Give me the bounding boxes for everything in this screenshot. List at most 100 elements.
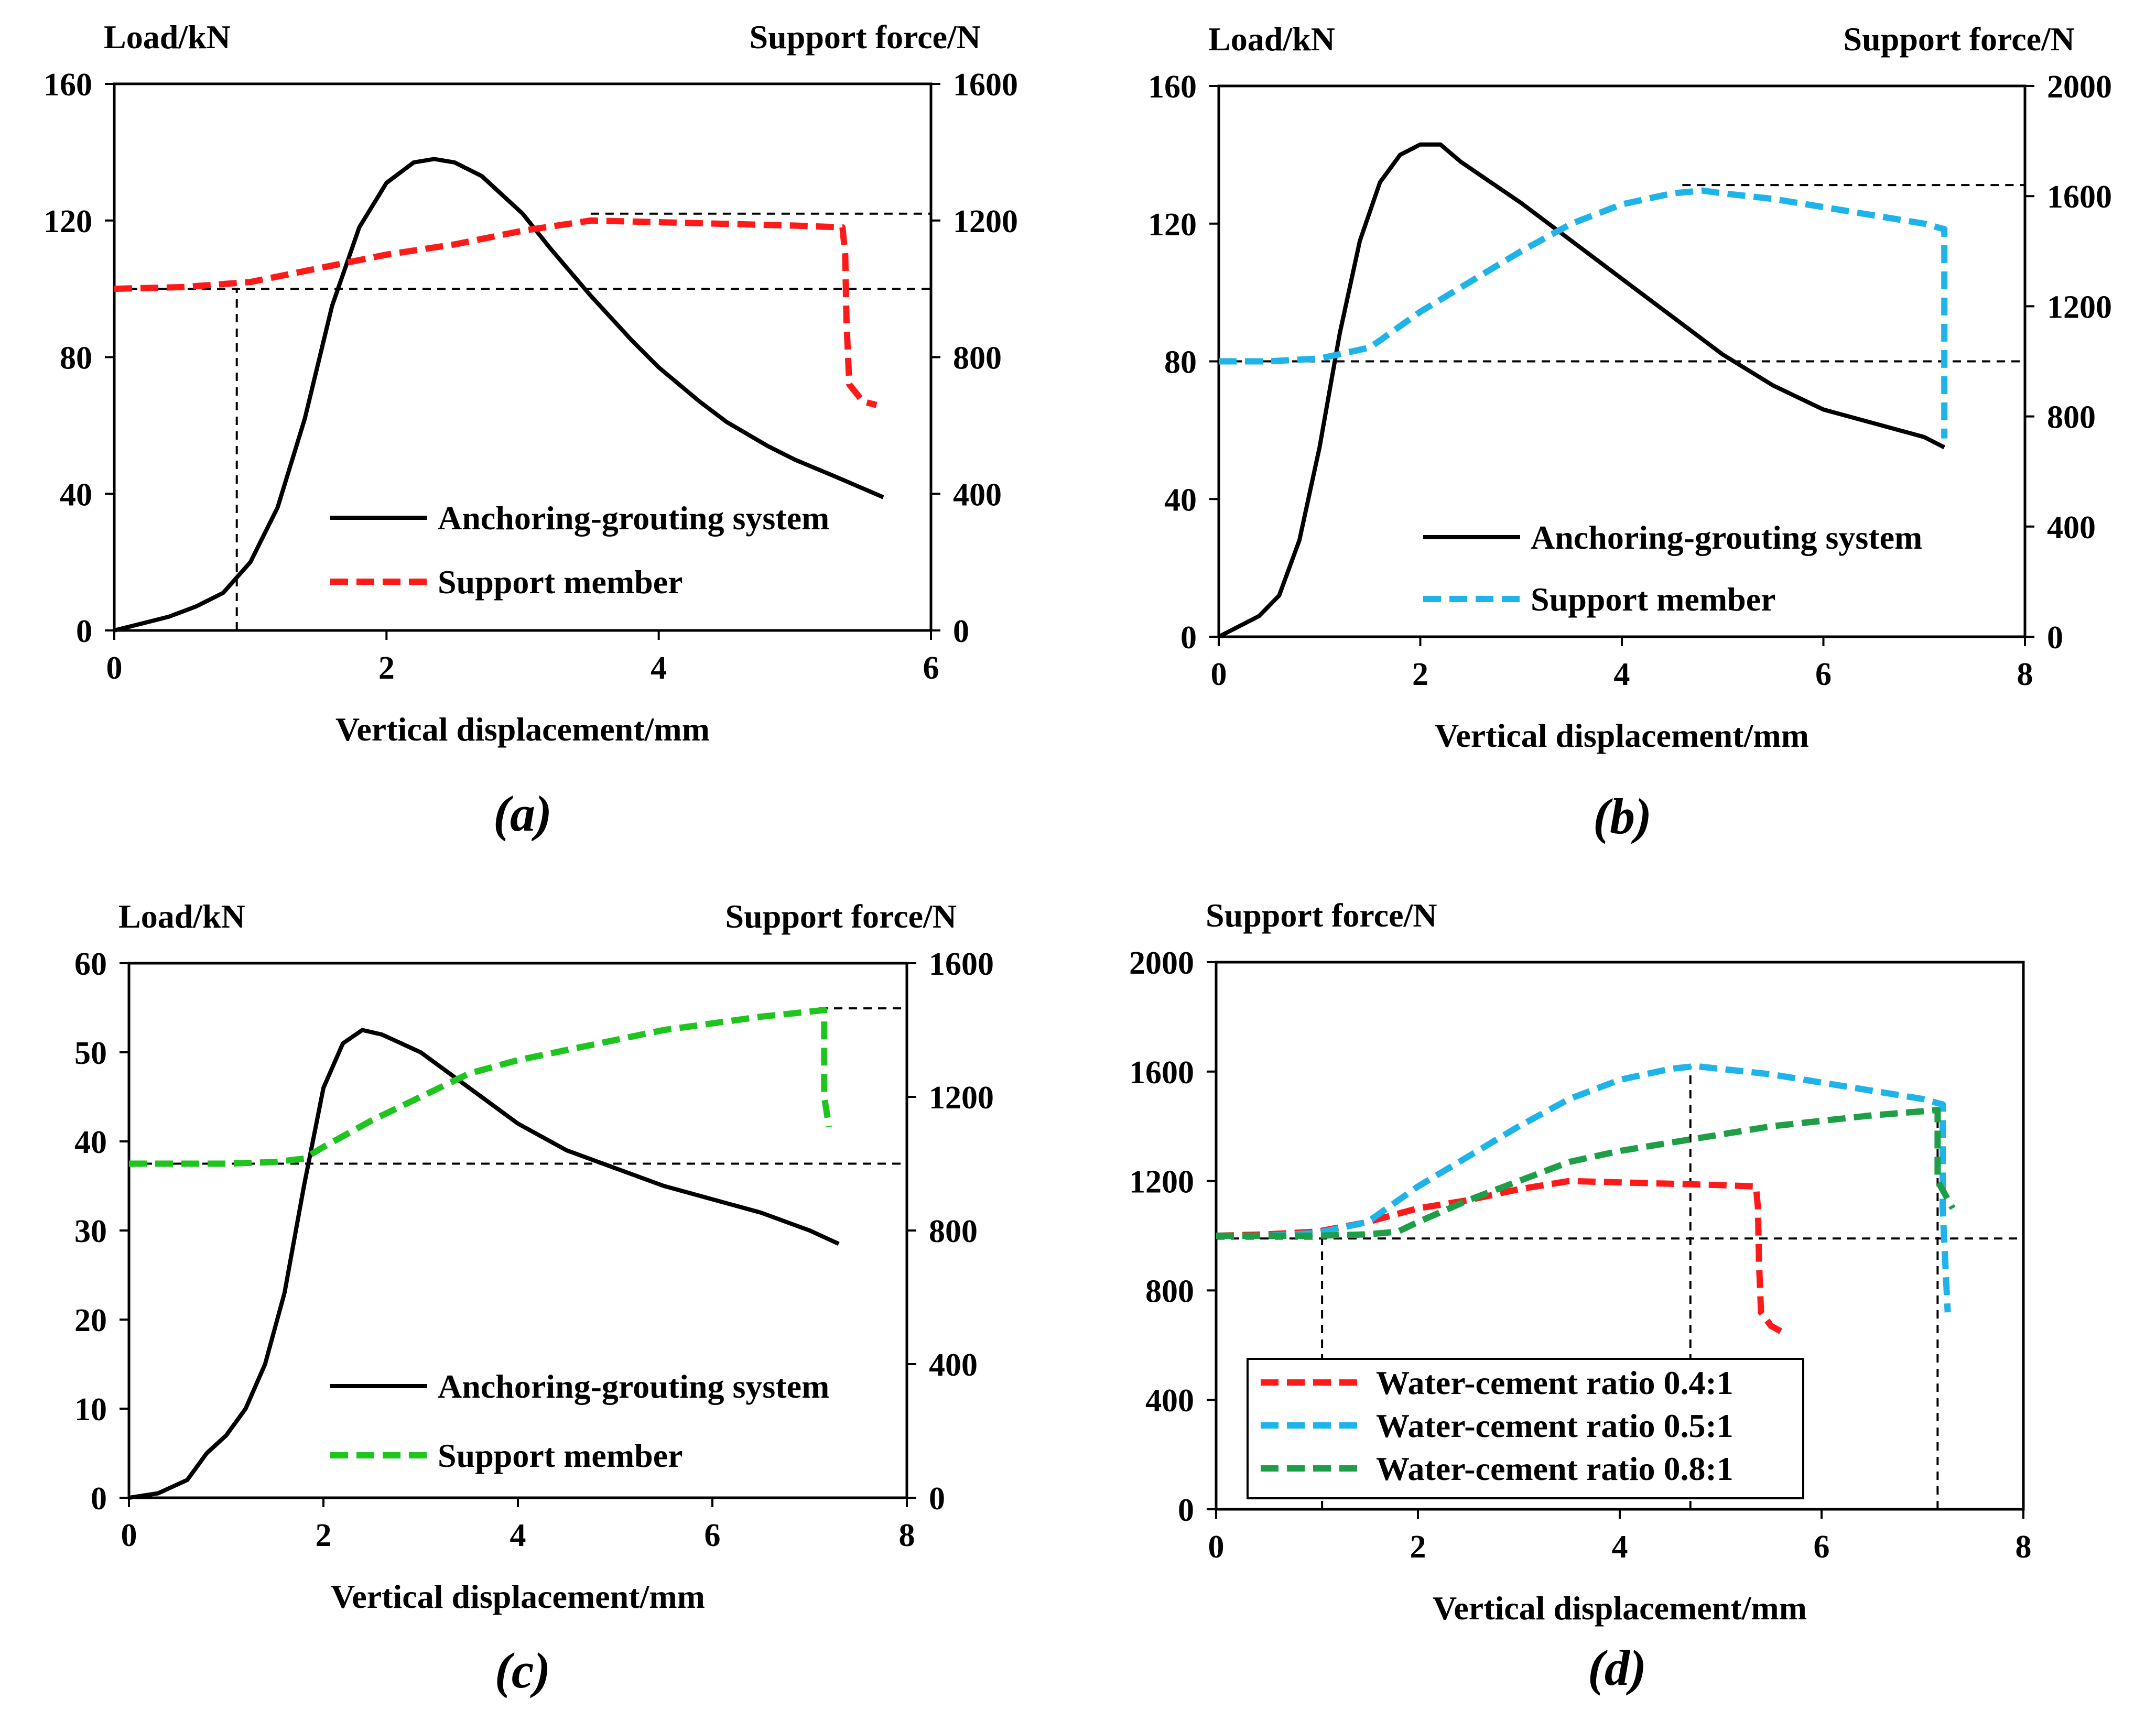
y-left-tick-label: 30 <box>74 1214 107 1249</box>
x-tick-label: 0 <box>106 650 123 686</box>
x-tick-label: 6 <box>705 1518 721 1553</box>
series-line-water-cement-ratio-0-5-1 <box>1216 1063 1951 1313</box>
x-axis-title: Vertical displacement/mm <box>331 1578 705 1615</box>
x-tick-label: 8 <box>899 1518 915 1553</box>
series-line-support-member <box>1219 187 1948 439</box>
y-left-tick-label: 120 <box>1148 207 1197 243</box>
plot-frame <box>113 82 933 632</box>
y-left-tick-label: 50 <box>74 1036 107 1071</box>
y-left-tick-label: 400 <box>1145 1383 1194 1419</box>
series-line-anchoring-grouting-system <box>1218 142 1946 639</box>
y-left-tick-label: 20 <box>74 1303 107 1338</box>
legend-label: Water-cement ratio 0.5:1 <box>1376 1407 1734 1444</box>
x-tick-label: 2 <box>378 650 395 686</box>
y-right-tick-label: 1600 <box>953 67 1018 103</box>
y-left-tick-label: 800 <box>1145 1273 1194 1309</box>
x-tick-label: 2 <box>1412 657 1428 692</box>
y-left-tick-label: 2000 <box>1129 945 1194 981</box>
panel-caption: (b) <box>1593 788 1652 844</box>
y-right-axis-title: Support force/N <box>750 18 981 56</box>
y-left-tick-label: 40 <box>1164 482 1197 518</box>
y-right-tick-label: 1200 <box>929 1080 994 1116</box>
x-tick-label: 0 <box>1211 657 1227 692</box>
legend-label: Anchoring-grouting system <box>438 499 829 537</box>
legend: Anchoring-grouting system Support member <box>330 499 829 601</box>
y-right-tick-label: 400 <box>2047 510 2096 546</box>
panel-caption: (d) <box>1588 1640 1646 1696</box>
y-left-tick-label: 40 <box>60 477 92 513</box>
panel-caption: (a) <box>493 786 552 842</box>
y-left-tick-label: 160 <box>44 67 92 103</box>
y-right-tick-label: 0 <box>929 1481 945 1517</box>
x-tick-label: 6 <box>923 650 939 686</box>
plot-frame <box>127 962 908 1499</box>
y-left-tick-label: 80 <box>60 341 92 376</box>
x-tick-label: 4 <box>651 650 667 686</box>
y-left-axis-title: Load/kN <box>118 898 245 935</box>
x-tick-label: 8 <box>2016 1529 2032 1565</box>
legend-label: Support member <box>438 1437 683 1474</box>
series-line-anchoring-grouting-system <box>114 157 884 633</box>
chart-panel-d: 0 2 4 6 8 0 400 800 1200 1600 2000 Vertical displac… <box>1129 897 2032 1696</box>
x-tick-label: 2 <box>316 1518 332 1553</box>
y-right-tick-label: 1600 <box>2047 179 2112 215</box>
legend-label: Water-cement ratio 0.8:1 <box>1376 1450 1734 1487</box>
y-right-tick-label: 800 <box>2047 400 2096 435</box>
y-left-tick-label: 0 <box>1178 1493 1194 1528</box>
x-tick-label: 2 <box>1410 1529 1426 1565</box>
series-line-support-member <box>114 217 877 408</box>
y-left-tick-label: 0 <box>91 1481 107 1517</box>
legend: Anchoring-grouting system Support member <box>330 1368 829 1474</box>
y-left-tick-label: 80 <box>1164 345 1197 380</box>
y-right-tick-label: 400 <box>929 1347 978 1383</box>
legend-label: Support member <box>1531 581 1776 618</box>
y-left-tick-label: 120 <box>44 204 92 239</box>
chart-panel-c: 0 2 4 6 80102030405060040080012001600Vertica… <box>74 898 994 1698</box>
y-left-axis-title: Load/kN <box>104 18 231 56</box>
chart-panel-b: 0 2 4 6 8040801201600400800120016002000Verti… <box>1148 20 2112 844</box>
series-line-water-cement-ratio-0-8-1 <box>1216 1106 1956 1239</box>
y-right-axis-title: Support force/N <box>725 898 957 935</box>
y-right-tick-label: 0 <box>2047 620 2063 656</box>
x-axis-title: Vertical displacement/mm <box>1435 717 1809 754</box>
y-left-tick-label: 0 <box>76 614 92 649</box>
x-tick-label: 8 <box>2017 657 2033 692</box>
y-left-tick-label: 60 <box>74 946 107 982</box>
x-tick-label: 6 <box>1815 657 1832 692</box>
y-right-tick-label: 800 <box>953 341 1002 376</box>
legend-label: Anchoring-grouting system <box>1531 519 1922 556</box>
x-tick-label: 0 <box>1208 1529 1225 1565</box>
y-right-tick-label: 2000 <box>2047 69 2112 105</box>
series-line-water-cement-ratio-0-4-1 <box>1216 1178 1783 1334</box>
legend-label: Water-cement ratio 0.4:1 <box>1376 1364 1734 1401</box>
x-tick-label: 4 <box>1612 1529 1628 1565</box>
x-tick-label: 0 <box>121 1518 137 1553</box>
x-tick-label: 4 <box>1614 657 1630 692</box>
y-left-tick-label: 1200 <box>1129 1164 1194 1200</box>
legend-label: Support member <box>438 563 683 601</box>
panel-caption: (c) <box>495 1642 551 1698</box>
y-left-tick-label: 40 <box>74 1125 107 1160</box>
legend-label: Anchoring-grouting system <box>438 1368 829 1405</box>
x-tick-label: 6 <box>1814 1529 1830 1565</box>
y-left-tick-label: 0 <box>1180 620 1197 656</box>
y-left-tick-label: 1600 <box>1129 1055 1194 1091</box>
y-right-tick-label: 400 <box>953 477 1002 513</box>
y-right-tick-label: 1200 <box>953 204 1018 239</box>
series-line-anchoring-grouting-system <box>128 1028 840 1500</box>
x-axis-title: Vertical displacement/mm <box>335 711 710 748</box>
legend: Anchoring-grouting system Support member <box>1423 519 1922 618</box>
y-left-tick-label: 160 <box>1148 69 1197 105</box>
series-line-support-member <box>129 1007 832 1167</box>
y-right-axis-title: Support force/N <box>1844 20 2075 58</box>
y-right-tick-label: 1200 <box>2047 289 2112 325</box>
y-left-axis-title: Support force/N <box>1206 897 1437 934</box>
y-left-axis-title: Load/kN <box>1208 20 1335 58</box>
x-tick-label: 4 <box>510 1518 526 1553</box>
y-right-tick-label: 0 <box>953 614 969 649</box>
y-right-tick-label: 800 <box>929 1214 978 1249</box>
x-axis-title: Vertical displacement/mm <box>1433 1589 1807 1627</box>
y-right-tick-label: 1600 <box>929 946 994 982</box>
